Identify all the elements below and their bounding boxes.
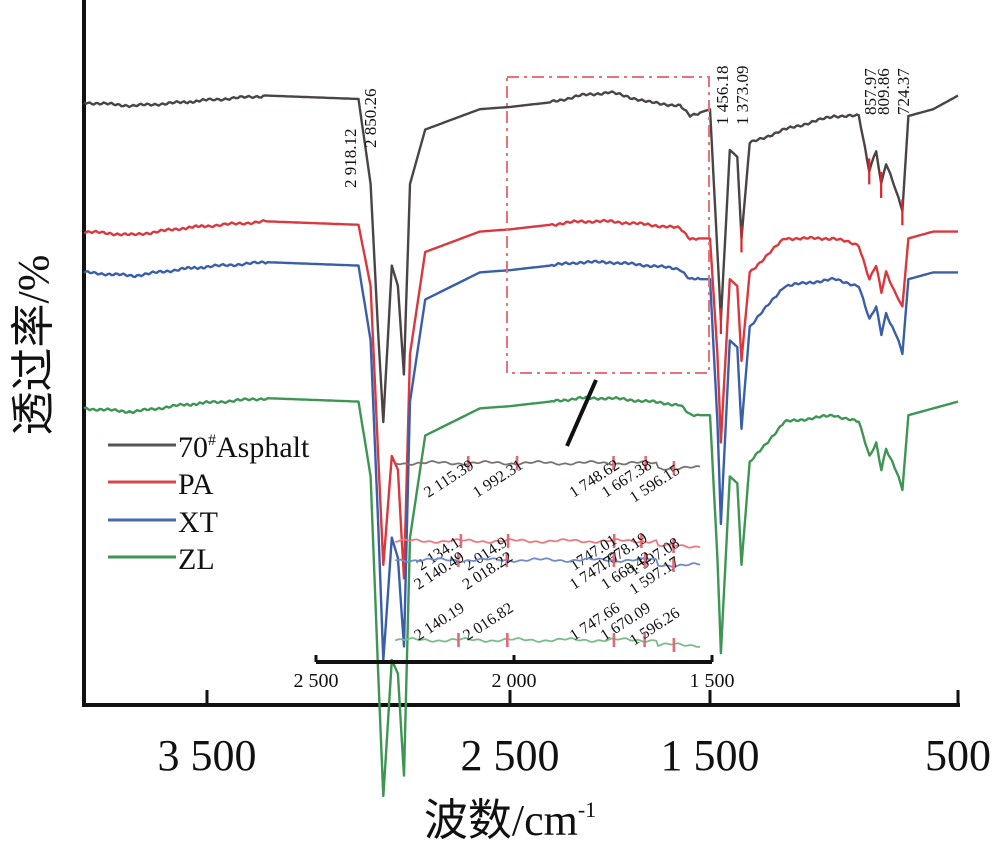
inset-x-tick-label-2000: 2 000 xyxy=(492,670,537,692)
y-axis-title: 透过率/% xyxy=(9,255,58,436)
x-ticks xyxy=(205,690,960,705)
peak-label-2-850-26: 2 850.26 xyxy=(361,89,380,149)
series-line-pa xyxy=(83,218,958,580)
peak-label-724-37: 724.37 xyxy=(894,68,913,115)
inset-line-zl xyxy=(394,637,701,648)
inset-series-layer: 2 115.391 992.31 1 748.621 667.381 596.15… xyxy=(394,456,701,652)
inset-x-tick-label-2500: 2 500 xyxy=(294,670,339,692)
legend: 70#Asphalt PA XT ZL xyxy=(108,431,310,576)
legend-item-xt: XT xyxy=(108,506,218,539)
x-tick-labels: 3 500 2 500 1 500 500 xyxy=(158,731,992,780)
peak-label-857-97: 857.97 xyxy=(861,68,880,115)
legend-item-zl: ZL xyxy=(108,543,215,576)
inset-line-70-asphalt xyxy=(394,460,701,471)
series-line-xt xyxy=(83,259,958,662)
legend-item-pa: PA xyxy=(108,468,214,501)
legend-label: 70#Asphalt xyxy=(178,431,310,464)
series-line-70-asphalt xyxy=(83,90,959,424)
inset-x-tick-label-1500: 1 500 xyxy=(690,670,735,692)
legend-item-70-asphalt: 70#Asphalt xyxy=(108,431,310,464)
x-tick-label-2500: 2 500 xyxy=(461,731,560,780)
peak-label-1-373-09: 1 373.09 xyxy=(733,66,752,126)
peak-label-809-86: 809.86 xyxy=(874,68,893,115)
inset-line-pa xyxy=(395,538,701,549)
peak-annotations: 2 918.122 850.26 1 456.18 1 373.09 857.9780… xyxy=(341,66,913,334)
zoom-connector-line xyxy=(565,379,598,447)
peak-label-1-456-18: 1 456.18 xyxy=(713,66,732,126)
legend-label: XT xyxy=(178,506,218,539)
peak-label-2-918-12: 2 918.12 xyxy=(341,129,360,189)
legend-label: ZL xyxy=(178,543,215,576)
x-axis-title: 波数/cm-1 xyxy=(424,796,596,845)
inset-line-xt xyxy=(395,557,701,568)
legend-label: PA xyxy=(178,468,214,501)
zoom-region-box xyxy=(506,76,710,374)
series-line-zl xyxy=(83,395,959,798)
series-layer xyxy=(83,90,959,798)
inset-chart: 2 500 2 000 1 500 2 115.391 992.31 1 748.62… xyxy=(294,456,735,692)
inset-x-ticks: 2 500 2 000 1 500 xyxy=(294,655,735,692)
x-tick-label-500: 500 xyxy=(925,731,991,780)
x-tick-label-3500: 3 500 xyxy=(158,731,257,780)
x-tick-label-1500: 1 500 xyxy=(661,731,760,780)
